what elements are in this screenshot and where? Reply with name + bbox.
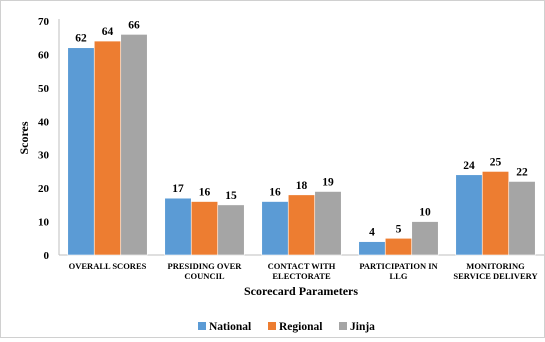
data-label: 16	[269, 187, 281, 199]
y-axis-ticks: 0 10 20 30 40 50 60 70	[38, 16, 50, 262]
bar-national	[261, 201, 289, 256]
data-label: 24	[463, 160, 475, 172]
data-labels: 62 64 66 17 16 15 16 18 19 4 5 10 24 25 22	[75, 19, 528, 238]
bar-jinja	[217, 204, 245, 256]
data-label: 16	[199, 187, 211, 199]
x-category-label: MONITORING	[466, 261, 525, 271]
x-category-label: LLG	[390, 271, 408, 281]
legend-swatch-regional	[268, 322, 276, 330]
bar-chart: 0 10 20 30 40 50 60 70 62 64 66 17 16 15 16 18 19 4 5 10 24…	[17, 16, 544, 333]
data-label: 22	[516, 166, 528, 178]
bars	[67, 34, 536, 256]
y-tick-label: 30	[38, 150, 50, 162]
data-label: 18	[296, 180, 308, 192]
data-label: 66	[128, 19, 140, 31]
y-tick-label: 70	[38, 16, 50, 28]
y-axis-title: Scores	[17, 121, 31, 154]
bar-regional	[93, 40, 122, 256]
x-category-label: ELECTORATE	[272, 271, 331, 281]
data-label: 64	[102, 26, 114, 38]
y-tick-label: 40	[38, 116, 50, 128]
x-category-label: PARTICIPATION IN	[359, 261, 438, 271]
bar-jinja	[508, 181, 536, 256]
bar-national	[358, 241, 386, 256]
data-label: 17	[172, 183, 184, 195]
bar-national	[455, 174, 483, 256]
bar-regional	[384, 237, 413, 256]
x-category-label: PRESIDING OVER	[168, 261, 243, 271]
legend-swatch-national	[198, 322, 206, 330]
data-label: 4	[369, 227, 375, 239]
data-label: 5	[396, 223, 402, 235]
legend-swatch-jinja	[339, 322, 347, 330]
y-tick-label: 60	[38, 49, 50, 61]
x-category-label: COUNCIL	[184, 271, 224, 281]
bar-regional	[287, 194, 316, 256]
bar-national	[67, 47, 95, 256]
bar-jinja	[314, 191, 342, 256]
x-category-label: OVERALL SCORES	[69, 261, 147, 271]
y-tick-label: 10	[38, 217, 50, 229]
y-tick-label: 50	[38, 83, 50, 95]
y-tick-label: 0	[44, 250, 50, 262]
data-label: 19	[322, 176, 334, 188]
legend: National Regional Jinja	[198, 321, 375, 333]
data-label: 62	[75, 33, 87, 45]
legend-label: National	[209, 321, 251, 333]
bar-national	[164, 197, 192, 256]
x-category-label: SERVICE DELIVERY	[453, 271, 537, 281]
data-label: 25	[490, 156, 502, 168]
legend-label: Jinja	[350, 321, 375, 333]
x-category-label: CONTACT WITH	[268, 261, 336, 271]
bar-regional	[190, 201, 219, 256]
data-label: 10	[419, 207, 431, 219]
bar-jinja	[411, 221, 439, 256]
legend-label: Regional	[279, 321, 322, 333]
bar-jinja	[120, 34, 148, 256]
bar-regional	[481, 171, 510, 256]
data-label: 15	[225, 190, 237, 202]
y-tick-label: 20	[38, 183, 50, 195]
x-axis-title: Scorecard Parameters	[244, 284, 358, 298]
